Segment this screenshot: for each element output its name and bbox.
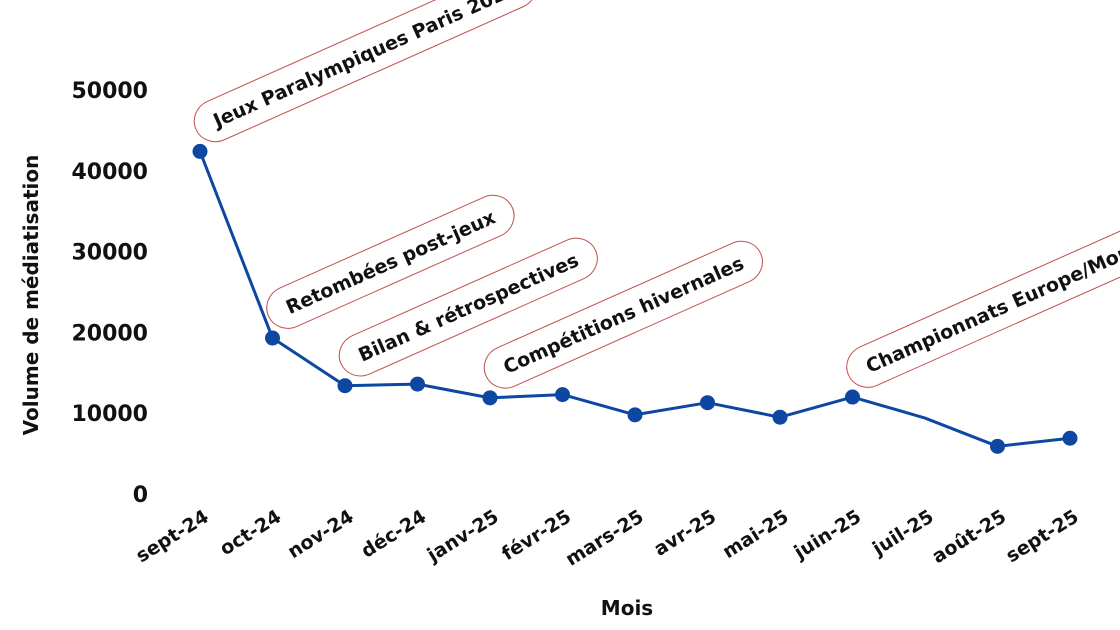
- annotation-box: [483, 240, 763, 389]
- data-point: [192, 143, 208, 159]
- x-tick-label: oct-24: [216, 506, 285, 561]
- data-point: [1062, 430, 1078, 446]
- x-tick-label: mai-25: [719, 506, 793, 564]
- y-tick-label: 10000: [71, 402, 148, 427]
- data-point: [265, 330, 280, 346]
- x-tick-label: août-25: [928, 506, 1010, 569]
- x-axis-title: Mois: [601, 596, 653, 620]
- x-tick-label: nov-24: [284, 506, 358, 563]
- data-point: [410, 376, 425, 392]
- x-tick-label: avr-25: [650, 506, 720, 561]
- y-tick-label: 40000: [71, 160, 148, 185]
- y-axis-ticks: 0 10000 20000 30000 40000 50000: [71, 79, 148, 508]
- data-point: [555, 387, 570, 403]
- x-tick-label: juil-25: [868, 506, 938, 561]
- x-tick-label: sept-24: [132, 506, 213, 568]
- data-point: [627, 407, 643, 423]
- data-point: [772, 409, 788, 425]
- series-group: [192, 143, 1078, 454]
- annotation-box: [266, 194, 515, 329]
- x-tick-label: sept-25: [1002, 506, 1083, 568]
- data-point: [700, 395, 715, 411]
- annotation: Jeux Paralympiques Paris 2024: [193, 0, 537, 143]
- annotation-box: [193, 0, 537, 143]
- y-tick-label: 20000: [71, 321, 148, 346]
- y-axis-title: Volume de médiatisation: [19, 155, 43, 436]
- annotation-box: [846, 218, 1120, 388]
- y-tick-label: 0: [133, 483, 148, 508]
- y-tick-label: 30000: [71, 241, 148, 266]
- annotation: Compétitions hivernales: [483, 240, 763, 389]
- annotation: Championnats Europe/Monde: [846, 218, 1120, 388]
- annotation-box: [338, 237, 598, 377]
- x-tick-label: janv-25: [423, 506, 503, 567]
- y-tick-label: 50000: [71, 79, 148, 104]
- data-point: [845, 389, 860, 405]
- data-point: [337, 378, 353, 394]
- data-point: [990, 438, 1005, 454]
- data-point: [482, 390, 498, 406]
- x-tick-label: juin-25: [790, 506, 866, 565]
- x-tick-label: déc-24: [357, 506, 430, 563]
- x-tick-label: mars-25: [562, 506, 648, 571]
